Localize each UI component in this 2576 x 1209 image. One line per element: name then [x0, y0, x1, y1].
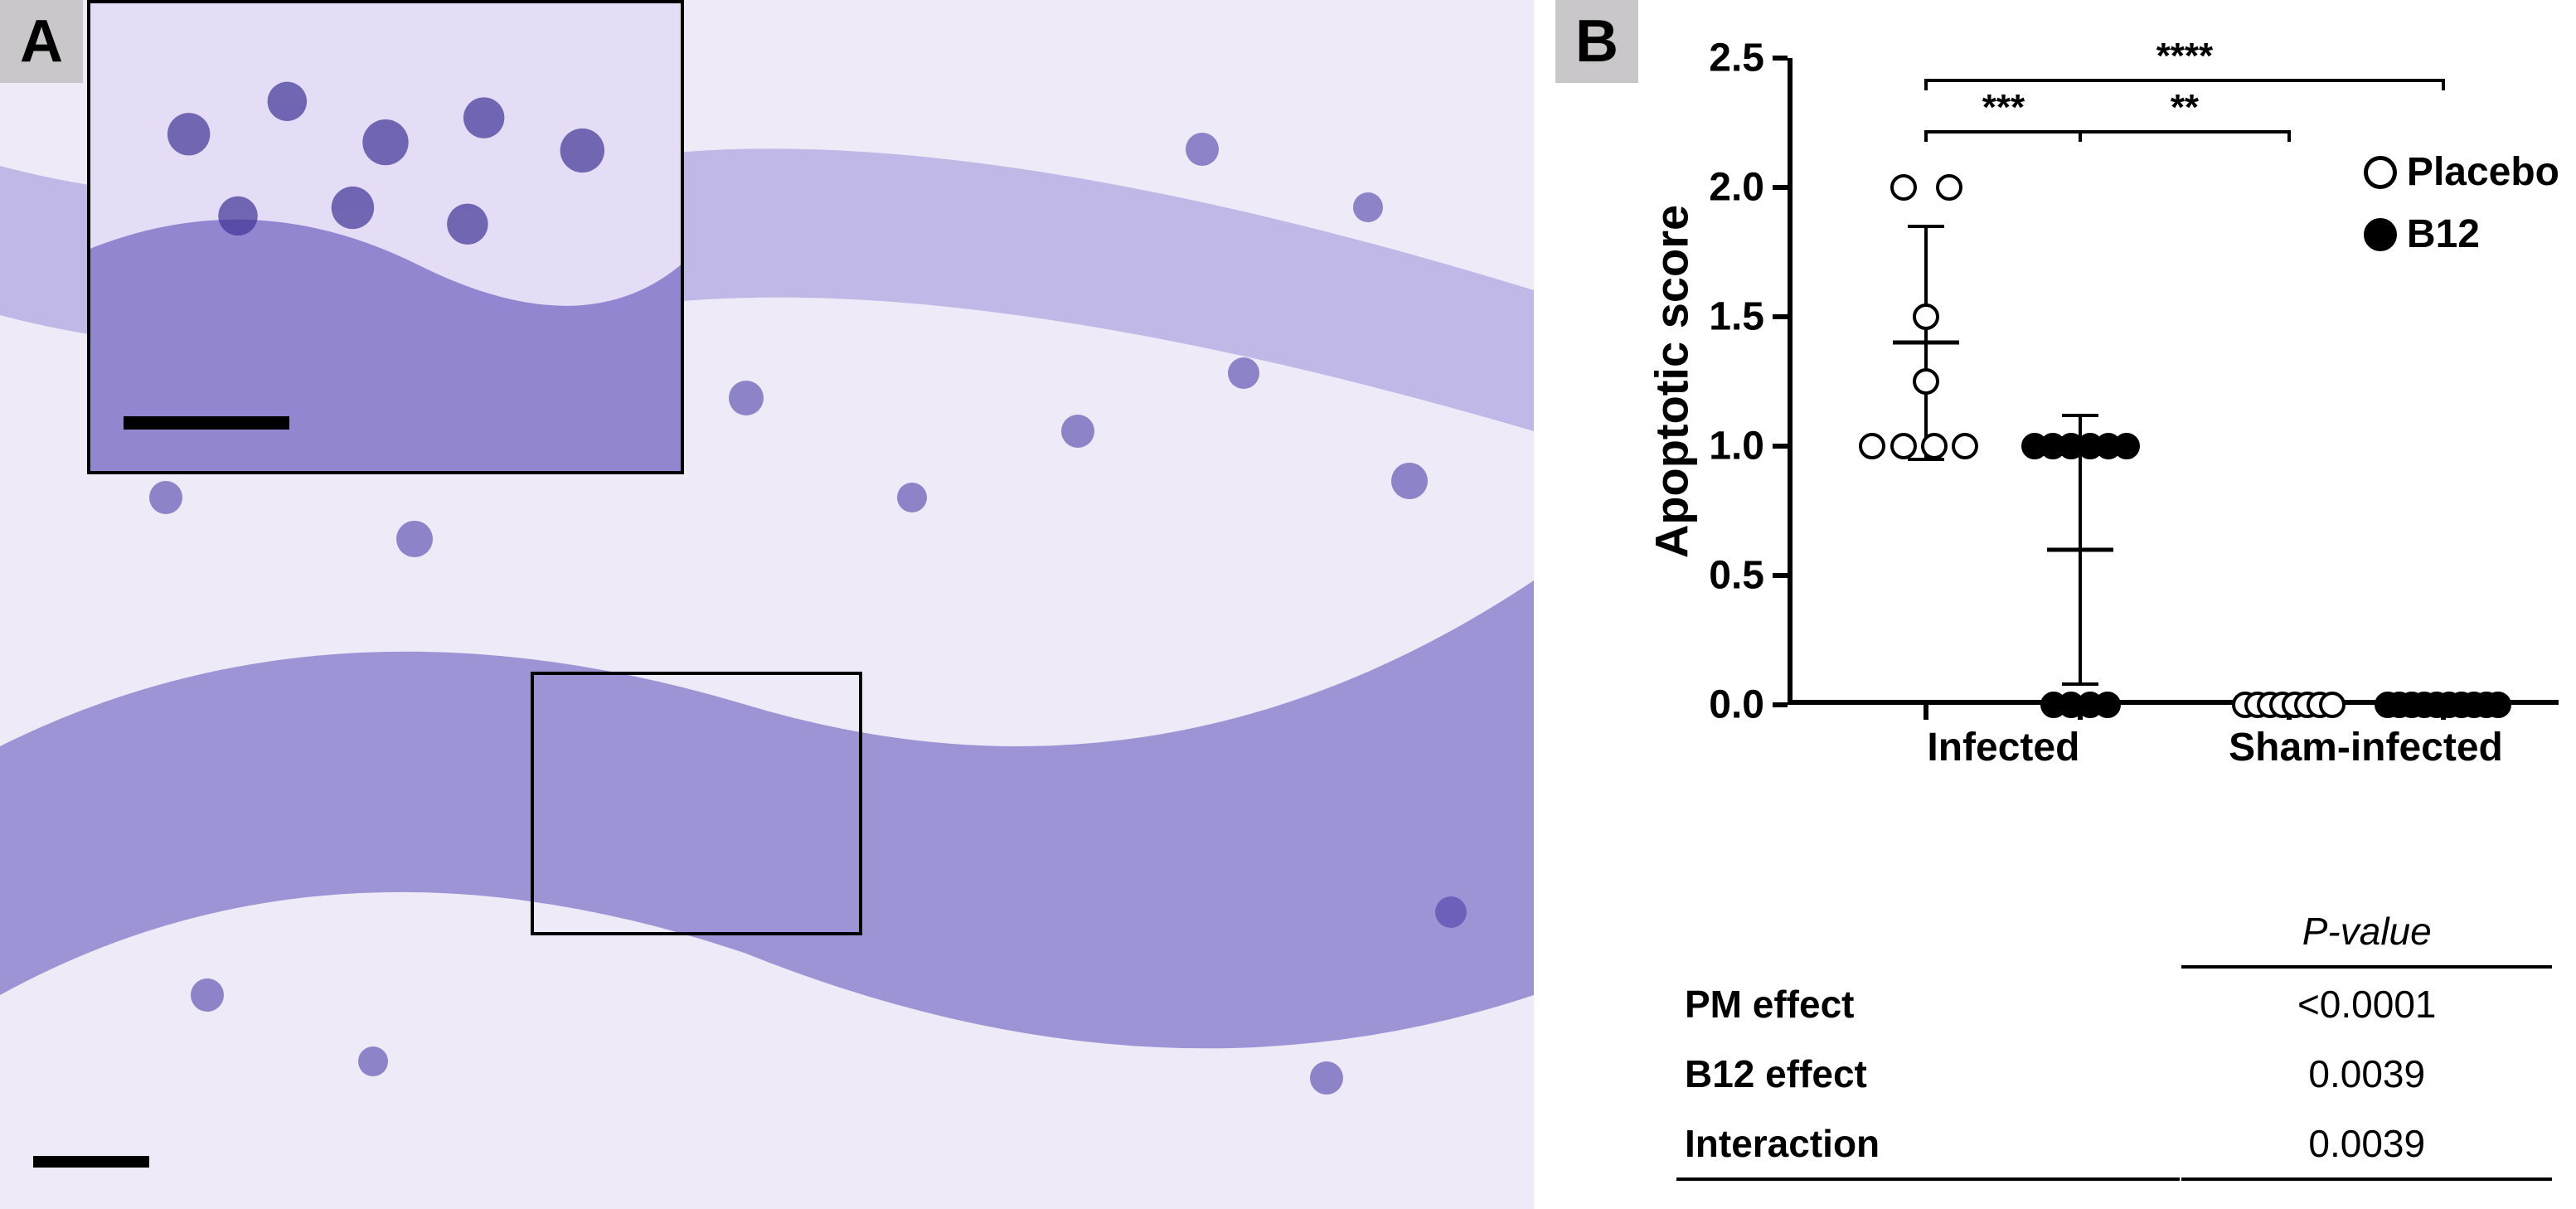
stats-row: PM effect<0.0001	[1676, 970, 2552, 1038]
data-point	[1952, 433, 1978, 459]
significance-line	[1926, 130, 2080, 134]
x-group-label: Infected	[1927, 725, 2079, 770]
data-point	[1859, 433, 1885, 459]
inset-image-placeholder	[90, 3, 681, 471]
data-point	[2319, 692, 2346, 718]
y-tick	[1773, 573, 1788, 578]
stats-header-pvalue: P-value	[2181, 897, 2552, 969]
y-axis	[1788, 58, 1793, 705]
y-tick	[1773, 702, 1788, 707]
y-tick	[1773, 185, 1788, 190]
y-tick-label: 1.0	[1709, 424, 1764, 469]
legend-item-b12: B12	[2364, 211, 2559, 257]
legend-label-b12: B12	[2407, 211, 2480, 257]
stats-effect: B12 effect	[1676, 1040, 2180, 1108]
y-tick-label: 2.0	[1709, 165, 1764, 211]
y-tick	[1773, 444, 1788, 449]
chart-area: Apoptotic score 0.0 0.5 1.0 1.5 2.0 2.5 Infect…	[1638, 25, 2576, 821]
significance-drop	[1924, 130, 1928, 142]
legend-marker-placebo	[2364, 156, 2397, 189]
significance-drop	[2079, 130, 2082, 142]
figure-container: A	[0, 0, 2576, 1209]
error-cap	[1908, 225, 1944, 228]
significance-line	[1926, 79, 2443, 82]
y-axis-title: Apoptotic score	[1645, 205, 1699, 558]
legend-label-placebo: Placebo	[2407, 149, 2559, 195]
stats-pvalue: <0.0001	[2181, 970, 2552, 1038]
data-point	[1936, 174, 1962, 201]
main-scalebar	[33, 1156, 149, 1168]
y-tick-label: 0.0	[1709, 682, 1764, 728]
data-point	[2113, 433, 2140, 459]
significance-label: **	[2171, 87, 2199, 129]
stats-table: P-value PM effect<0.0001B12 effect0.0039…	[1675, 896, 2554, 1182]
inset-scalebar	[124, 416, 289, 430]
mean-bar	[1893, 341, 1959, 345]
data-point	[2485, 692, 2511, 718]
y-tick-label: 0.5	[1709, 553, 1764, 599]
significance-drop	[1924, 79, 1928, 90]
stats-header-effect	[1676, 897, 2180, 969]
stats-row: Interaction0.0039	[1676, 1109, 2552, 1181]
data-point	[1913, 368, 1939, 395]
data-point	[1890, 174, 1917, 201]
significance-line	[2080, 130, 2288, 134]
significance-label: ***	[1982, 87, 2025, 129]
y-tick	[1773, 314, 1788, 319]
x-group-label: Sham-infected	[2229, 725, 2503, 770]
error-cap	[2062, 414, 2098, 417]
data-point	[1921, 433, 1948, 459]
stats-pvalue: 0.0039	[2181, 1040, 2552, 1108]
data-point	[2094, 692, 2121, 718]
stats-pvalue: 0.0039	[2181, 1109, 2552, 1181]
legend: Placebo B12	[2364, 149, 2559, 274]
data-point	[1890, 433, 1917, 459]
stats-row: B12 effect0.0039	[1676, 1040, 2552, 1108]
x-tick	[1924, 705, 1928, 720]
panel-b-label: B	[1555, 0, 1638, 83]
mean-bar	[2047, 547, 2113, 551]
significance-drop	[2442, 79, 2445, 90]
y-tick-label: 1.5	[1709, 294, 1764, 340]
stats-effect: PM effect	[1676, 970, 2180, 1038]
panel-a-inset	[87, 0, 684, 474]
inset-source-rect	[531, 672, 862, 935]
y-tick	[1773, 56, 1788, 61]
significance-label: ****	[2156, 36, 2214, 77]
legend-item-placebo: Placebo	[2364, 149, 2559, 195]
error-cap	[2062, 682, 2098, 686]
panel-b-container: Apoptotic score 0.0 0.5 1.0 1.5 2.0 2.5 Infect…	[1534, 0, 2576, 1209]
stats-effect: Interaction	[1676, 1109, 2180, 1181]
panel-a-label: A	[0, 0, 83, 83]
y-tick-label: 2.5	[1709, 36, 1764, 81]
panel-a-histology: A	[0, 0, 1534, 1209]
data-point	[1913, 303, 1939, 330]
legend-marker-b12	[2364, 218, 2397, 251]
significance-drop	[2287, 130, 2291, 142]
